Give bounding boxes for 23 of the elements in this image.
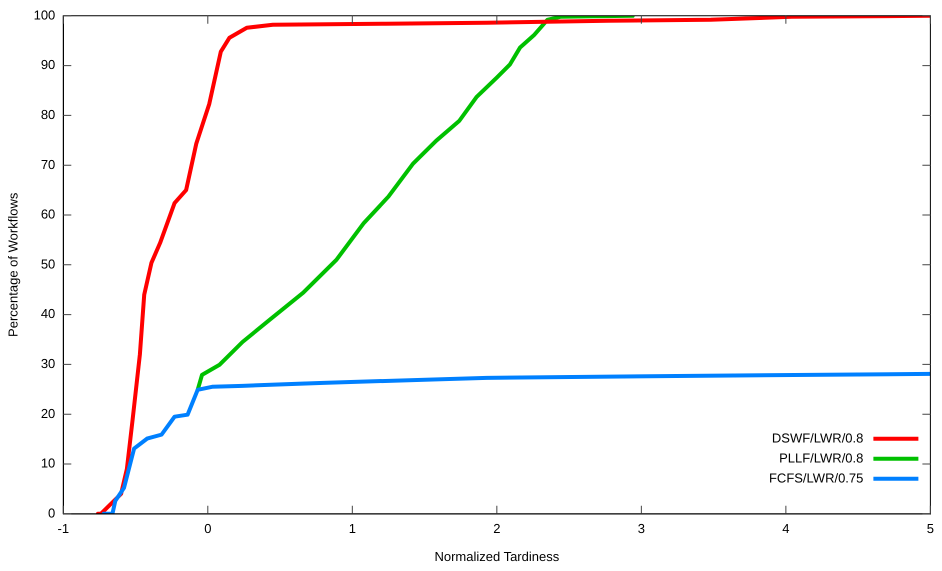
legend-label: DSWF/LWR/0.8: [772, 430, 864, 446]
x-tick-label: -1: [58, 521, 70, 536]
y-tick-label: 30: [40, 356, 56, 371]
y-tick-label: 0: [48, 505, 56, 520]
y-tick-label: 80: [40, 106, 56, 122]
y-tick-label: 50: [40, 256, 56, 272]
x-tick-label: 4: [782, 521, 790, 536]
y-axis-title: Percentage of Workflows: [5, 192, 20, 337]
y-tick-label: 40: [40, 306, 56, 322]
legend-label: FCFS/LWR/0.75: [768, 470, 864, 486]
x-tick-label: 0: [204, 521, 212, 536]
y-tick-label: 60: [40, 206, 56, 222]
y-tick-label: 10: [40, 456, 56, 471]
legend-label: PLLF/LWR/0.8: [779, 450, 864, 466]
x-axis-title: Normalized Tardiness: [434, 548, 560, 564]
y-tick-label: 70: [40, 156, 56, 172]
x-tick-label: 1: [348, 521, 356, 536]
y-tick-label: 90: [40, 57, 56, 72]
y-tick-label: 20: [40, 406, 56, 421]
x-tick-label: 3: [638, 521, 645, 536]
y-tick-label: 100: [34, 7, 56, 22]
x-tick-label: 2: [493, 521, 500, 536]
x-tick-label: 5: [926, 521, 934, 536]
